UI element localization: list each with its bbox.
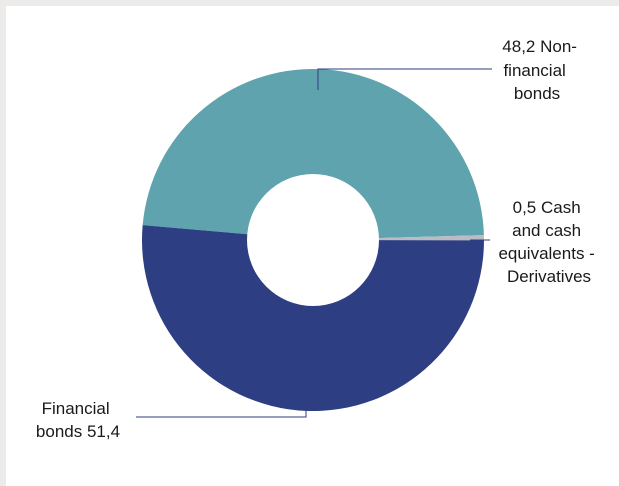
label-non-financial: 48,2 Non- financial bonds — [502, 37, 581, 103]
leader-line-non-financial — [317, 68, 492, 90]
donut-hole — [247, 174, 379, 306]
leader-line-financial — [136, 400, 307, 418]
donut-slices — [142, 69, 484, 412]
label-cash: 0,5 Cash and cash equivalents - Derivati… — [498, 198, 599, 286]
label-non-financial-line: bonds — [514, 84, 560, 103]
label-non-financial-line: financial — [503, 61, 565, 80]
label-cash-line: 0,5 Cash — [513, 198, 581, 217]
label-financial-line: bonds 51,4 — [36, 422, 120, 441]
label-cash-line: equivalents - — [498, 244, 594, 263]
slice-non-financial-bonds — [142, 69, 484, 240]
label-cash-line: Derivatives — [507, 267, 591, 286]
slice-financial-bonds — [142, 225, 484, 412]
label-non-financial-line: 48,2 Non- — [502, 37, 577, 56]
label-financial: Financial bonds 51,4 — [36, 399, 120, 441]
label-financial-line: Financial — [42, 399, 110, 418]
label-cash-line: and cash — [512, 221, 581, 240]
